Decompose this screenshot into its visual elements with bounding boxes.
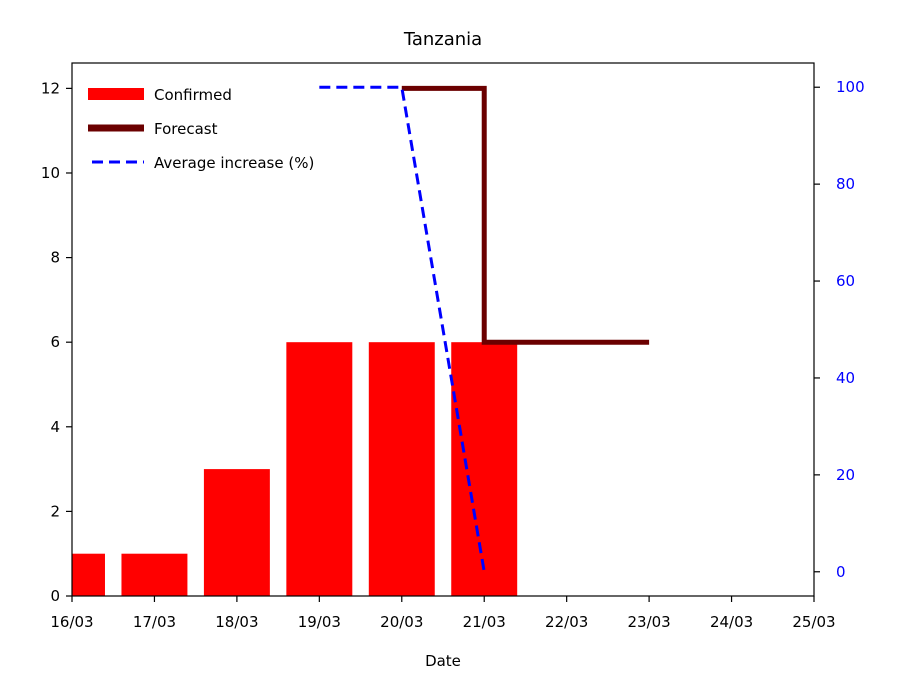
series-group — [72, 85, 650, 596]
plot-area — [72, 85, 650, 596]
bar-confirmed — [203, 469, 270, 596]
bar-confirmed — [121, 553, 188, 596]
y-tick-label: 2 — [50, 502, 60, 520]
chart-title: Tanzania — [403, 29, 482, 50]
y2-tick-label: 100 — [836, 78, 865, 96]
legend-label: Forecast — [154, 120, 218, 138]
x-tick-label: 17/03 — [133, 613, 176, 631]
x-tick-label: 20/03 — [380, 613, 423, 631]
y2-tick-label: 60 — [836, 272, 855, 290]
legend: Confirmed Forecast Average increase (%) — [88, 86, 314, 172]
y-tick-label: 4 — [50, 418, 60, 436]
y-tick-label: 0 — [50, 587, 60, 605]
axes: 16/03 17/03 18/03 19/03 20/03 21/03 22/03 23/03… — [41, 78, 865, 631]
y2-tick-label: 0 — [836, 563, 846, 581]
bar-confirmed — [451, 342, 518, 596]
y-tick-label: 6 — [50, 333, 60, 351]
bar-confirmed — [286, 342, 353, 596]
legend-label: Confirmed — [154, 86, 232, 104]
y2-tick-label: 40 — [836, 369, 855, 387]
x-axis-title: Date — [425, 652, 461, 670]
bar-confirmed — [368, 342, 435, 596]
y2-tick-label: 80 — [836, 175, 855, 193]
x-tick-label: 21/03 — [463, 613, 506, 631]
x-tick-label: 16/03 — [50, 613, 93, 631]
x-tick-label: 25/03 — [792, 613, 835, 631]
x-tick-label: 23/03 — [627, 613, 670, 631]
y-tick-label: 12 — [41, 79, 60, 97]
average-increase-line — [319, 85, 486, 573]
legend-swatch-confirmed — [88, 88, 144, 100]
x-tick-label: 22/03 — [545, 613, 588, 631]
plot-frame — [71, 62, 815, 597]
y2-tick-label: 20 — [836, 466, 855, 484]
bar-confirmed — [72, 553, 105, 596]
x-tick-label: 24/03 — [710, 613, 753, 631]
y-tick-label: 10 — [41, 164, 60, 182]
x-tick-label: 18/03 — [215, 613, 258, 631]
legend-label: Average increase (%) — [154, 154, 314, 172]
forecast-line — [401, 85, 650, 345]
y-tick-label: 8 — [50, 249, 60, 267]
x-tick-label: 19/03 — [298, 613, 341, 631]
